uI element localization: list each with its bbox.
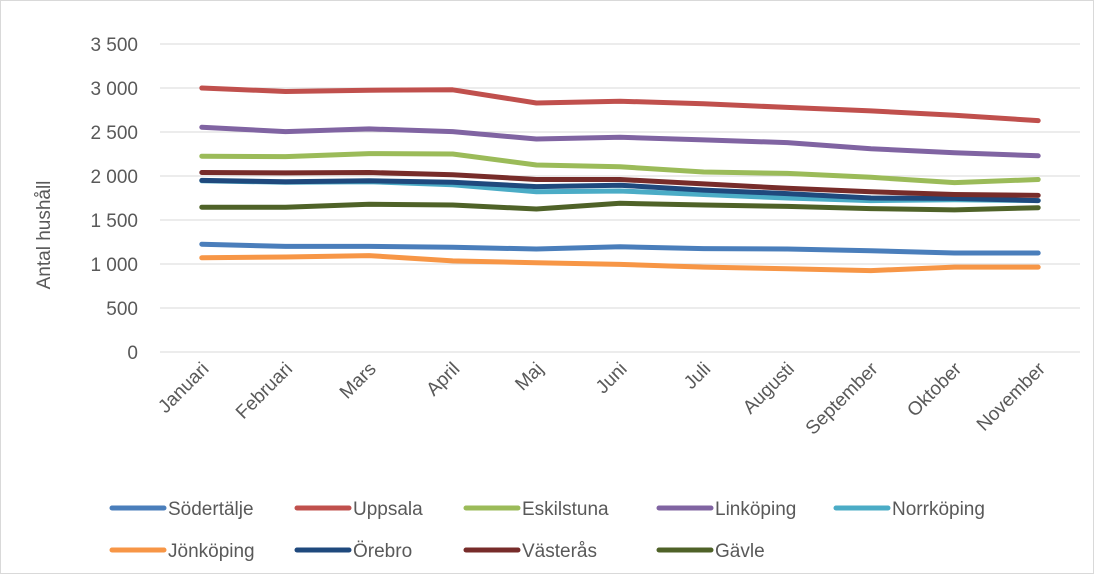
y-tick-label: 1 000 <box>90 255 138 276</box>
legend: Södertälje Uppsala Eskilstuna Linköping Norr… <box>109 499 985 562</box>
series-lines <box>199 85 1041 274</box>
legend-label: Uppsala <box>353 499 423 520</box>
legend-label: Örebro <box>353 541 412 562</box>
x-tick-label: Augusti <box>739 359 799 419</box>
x-tick-label: Juli <box>680 359 715 394</box>
x-tick-label: Mars <box>336 359 381 404</box>
series-line-2 <box>199 151 1041 186</box>
x-tick-label: Oktober <box>903 358 966 421</box>
x-tick-label: September <box>802 358 883 439</box>
x-tick-label: Januari <box>154 359 213 418</box>
x-tick-label: Maj <box>511 359 548 396</box>
series-line-7 <box>199 170 1041 198</box>
y-tick-label: 2 500 <box>90 123 138 144</box>
x-tick-label: Juni <box>592 359 631 398</box>
y-tick-label: 1 500 <box>90 211 138 232</box>
y-tick-label: 3 500 <box>90 35 138 56</box>
x-tick-labels: Januari Februari Mars April Maj Juni Juli Augus… <box>154 358 1050 439</box>
legend-label: Eskilstuna <box>522 499 609 520</box>
series-line-3 <box>199 124 1041 159</box>
series-line-6 <box>199 177 1041 204</box>
y-axis-title: Antal hushåll <box>34 181 55 290</box>
legend-label: Västerås <box>522 541 597 562</box>
x-tick-label: November <box>973 358 1050 435</box>
legend-label: Gävle <box>715 541 765 562</box>
series-line-8 <box>199 200 1041 213</box>
y-tick-label: 3 000 <box>90 79 138 100</box>
y-tick-labels: 0 500 1 000 1 500 2 000 2 500 3 000 3 500 <box>90 35 138 364</box>
y-tick-label: 0 <box>127 343 138 364</box>
legend-label: Linköping <box>715 499 796 520</box>
y-tick-label: 2 000 <box>90 167 138 188</box>
x-tick-label: April <box>423 359 465 401</box>
legend-label: Jönköping <box>168 541 255 562</box>
gridlines <box>160 43 1080 353</box>
x-tick-label: Februari <box>232 359 297 424</box>
series-line-0 <box>199 241 1041 256</box>
legend-label: Södertälje <box>168 499 254 520</box>
series-line-5 <box>199 253 1041 274</box>
series-line-1 <box>199 85 1041 124</box>
legend-label: Norrköping <box>892 499 985 520</box>
y-tick-label: 500 <box>106 299 138 320</box>
